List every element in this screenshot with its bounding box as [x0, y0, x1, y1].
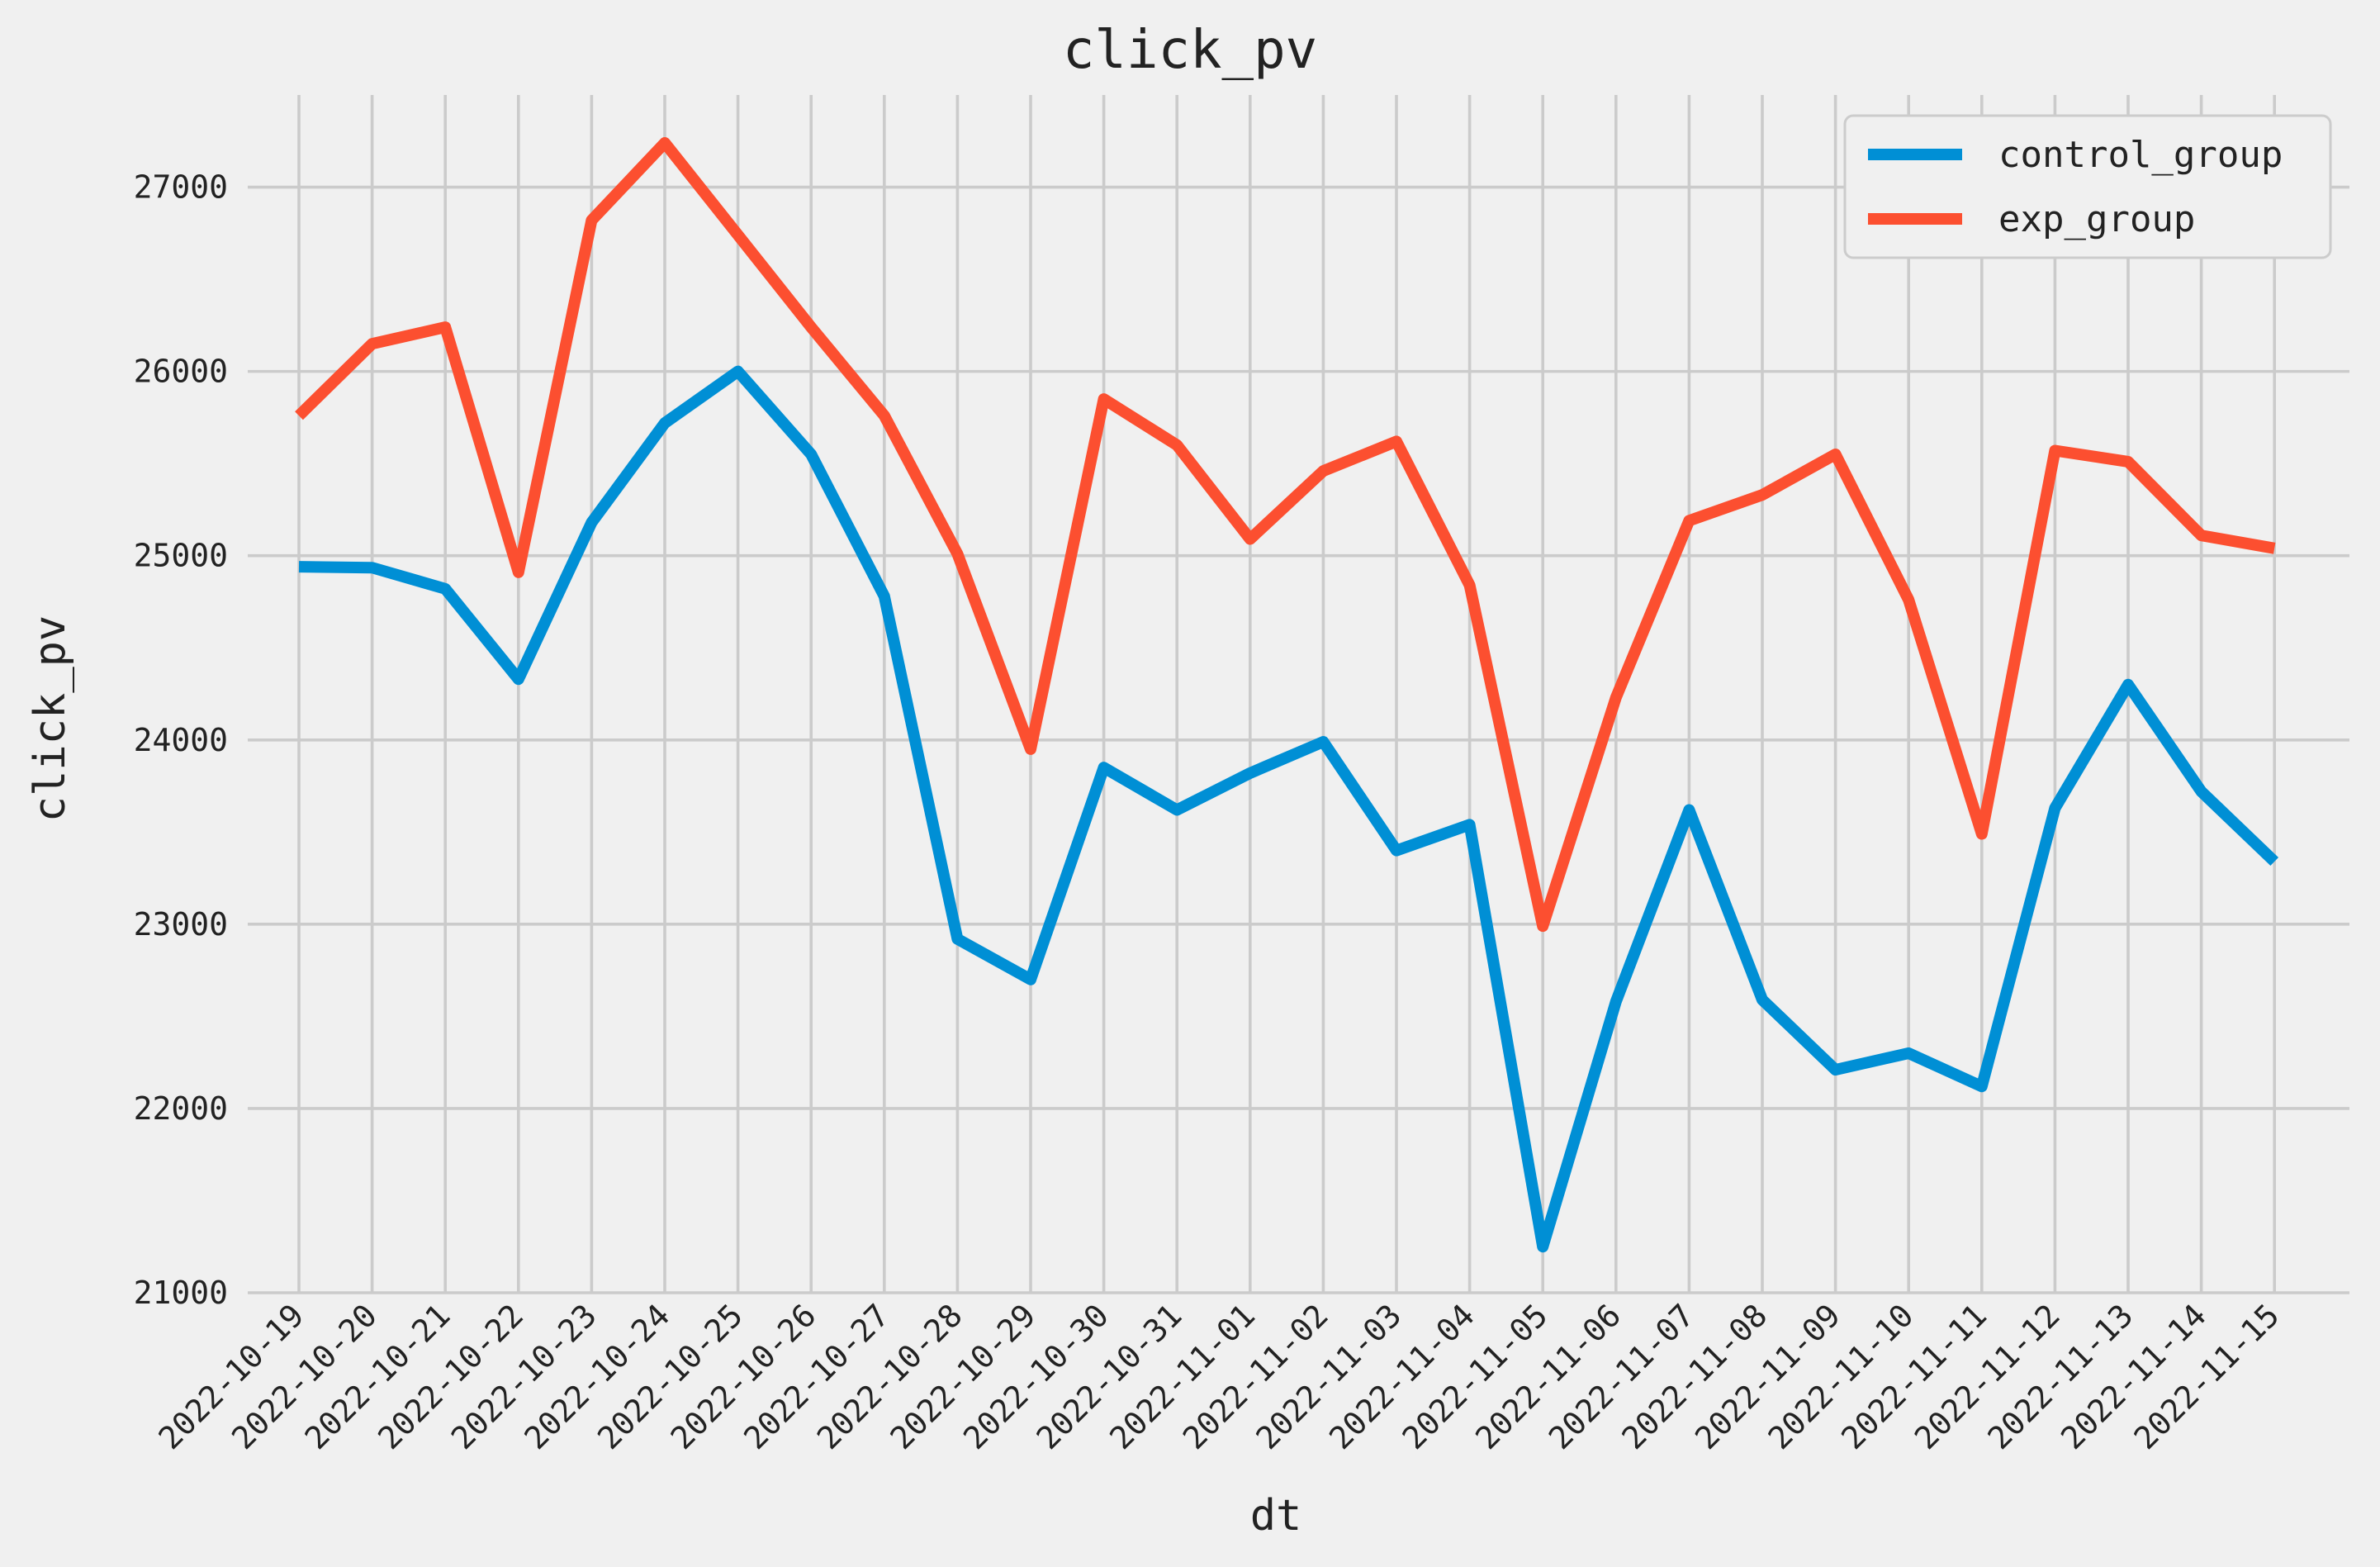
legend-box [1843, 114, 2332, 259]
y-tick-label: 26000 [134, 354, 228, 390]
legend: control_group exp_group [1843, 114, 2332, 259]
y-tick-label: 22000 [134, 1090, 228, 1127]
y-tick-label: 21000 [134, 1275, 228, 1311]
y-tick-label: 24000 [134, 722, 228, 758]
x-axis-ticks: 2022-10-192022-10-202022-10-212022-10-22… [151, 1297, 2286, 1456]
y-axis-ticks: 21000 22000 23000 24000 25000 26000 27000 [134, 169, 228, 1311]
y-tick-label: 25000 [134, 538, 228, 574]
y-tick-label: 27000 [134, 169, 228, 206]
series-line-exp-group [295, 137, 2276, 933]
chart-title: click_pv [1063, 20, 1317, 81]
y-tick-label: 23000 [134, 906, 228, 943]
legend-label-exp-group: exp_group [1998, 198, 2195, 240]
series-lines [295, 137, 2279, 1253]
legend-label-control-group: control_group [1998, 134, 2283, 176]
series-line-control-group [298, 365, 2279, 1253]
y-axis-label: click_pv [26, 615, 75, 822]
grid [248, 95, 2349, 1294]
x-axis-label: dt [1250, 1491, 1302, 1541]
